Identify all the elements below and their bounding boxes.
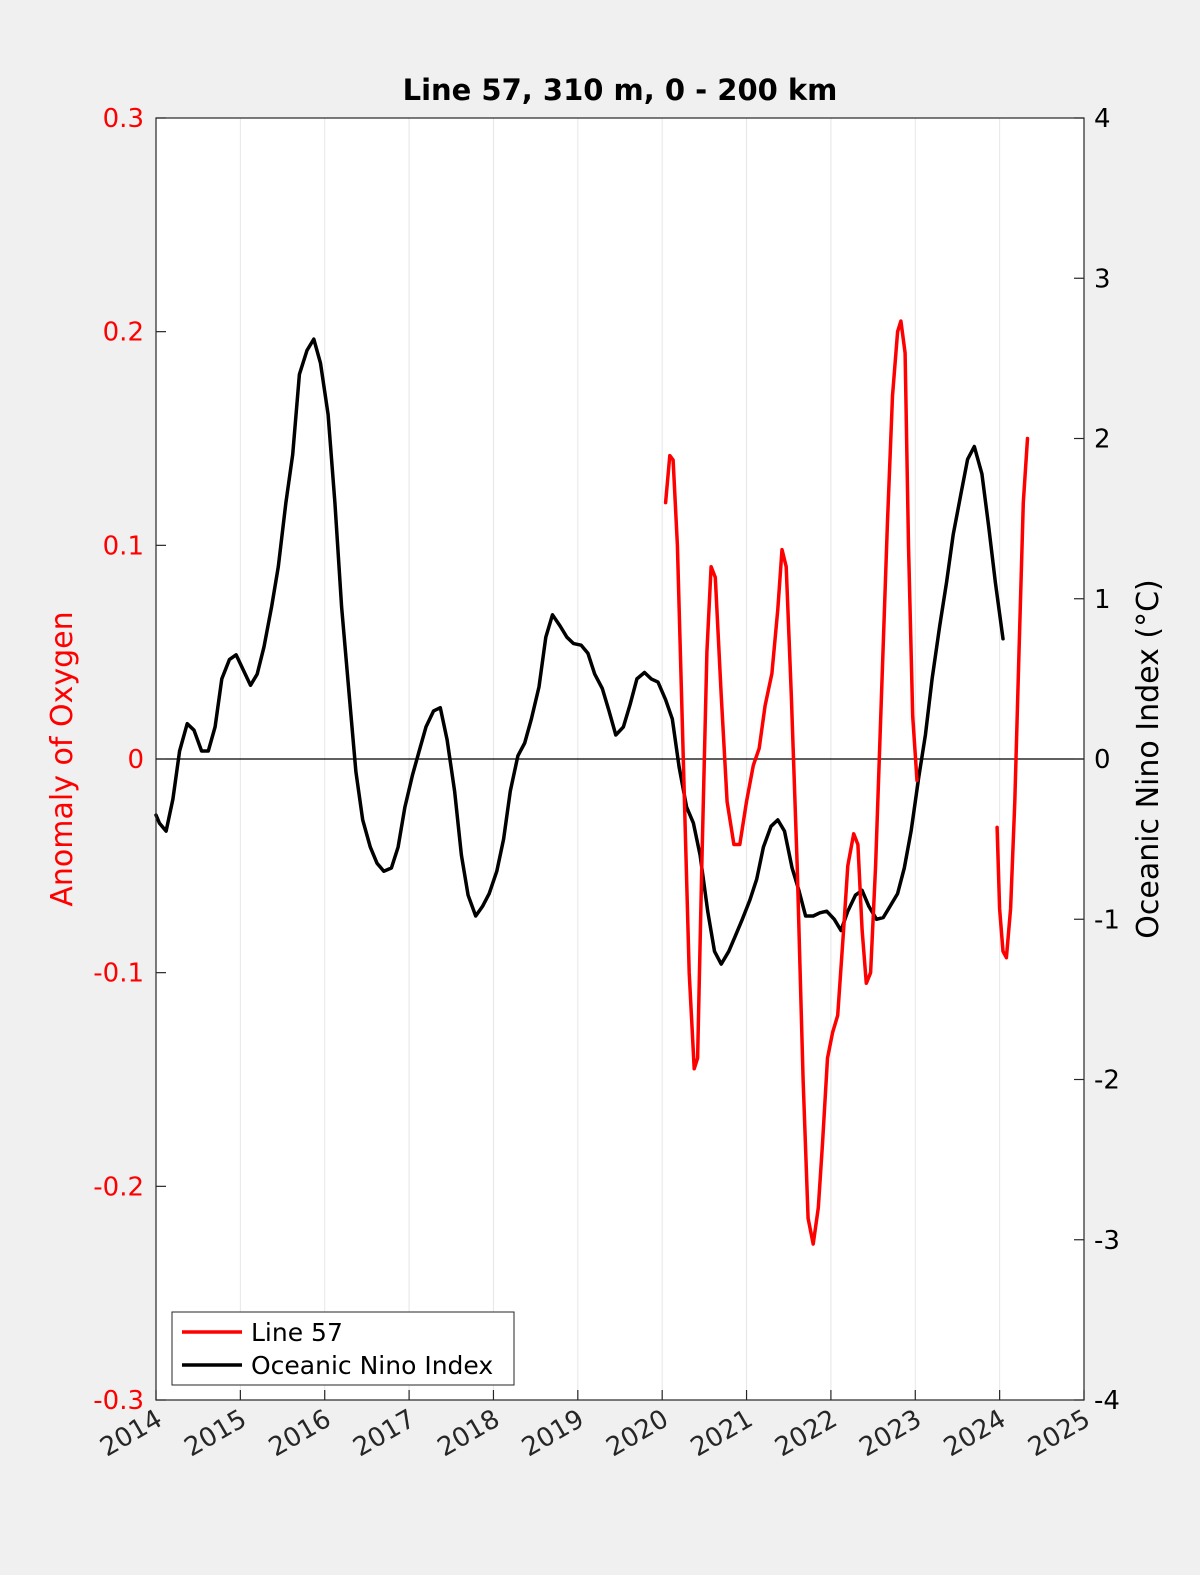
y-left-tick-label: 0.2 <box>103 318 144 348</box>
y-axis-left-label: Anomaly of Oxygen <box>45 611 80 906</box>
legend-box <box>171 1311 515 1386</box>
y-left-tick-label: 0.1 <box>103 531 144 561</box>
y-left-tick-label: 0 <box>127 745 144 775</box>
y-right-tick-label: -4 <box>1094 1386 1120 1416</box>
y-right-tick-label: -2 <box>1094 1066 1120 1096</box>
y-right-tick-label: 0 <box>1094 745 1111 775</box>
y-right-tick-label: 4 <box>1094 104 1111 134</box>
y-axis-right-label: Oceanic Nino Index (°C) <box>1131 579 1166 939</box>
legend-label-line57: Line 57 <box>251 1318 343 1347</box>
y-right-tick-label: 2 <box>1094 425 1111 455</box>
legend-label-oni: Oceanic Nino Index <box>251 1351 493 1380</box>
y-left-tick-label: -0.1 <box>93 959 144 989</box>
y-left-tick-label: -0.2 <box>93 1172 144 1202</box>
y-right-tick-label: 1 <box>1094 585 1111 615</box>
series-line-line57-segment-1 <box>663 319 919 1246</box>
y-left-tick-label: -0.3 <box>93 1386 144 1416</box>
y-right-tick-label: 3 <box>1094 264 1111 294</box>
series-line-line57-segment-2 <box>995 436 1030 960</box>
legend: Line 57 Oceanic Nino Index <box>171 1311 515 1386</box>
y-right-tick-label: -1 <box>1094 905 1120 935</box>
chart-title: Line 57, 310 m, 0 - 200 km <box>403 73 838 107</box>
series-group <box>154 319 1030 1246</box>
y-left-tick-label: 0.3 <box>103 104 144 134</box>
y-right-tick-label: -3 <box>1094 1226 1120 1256</box>
